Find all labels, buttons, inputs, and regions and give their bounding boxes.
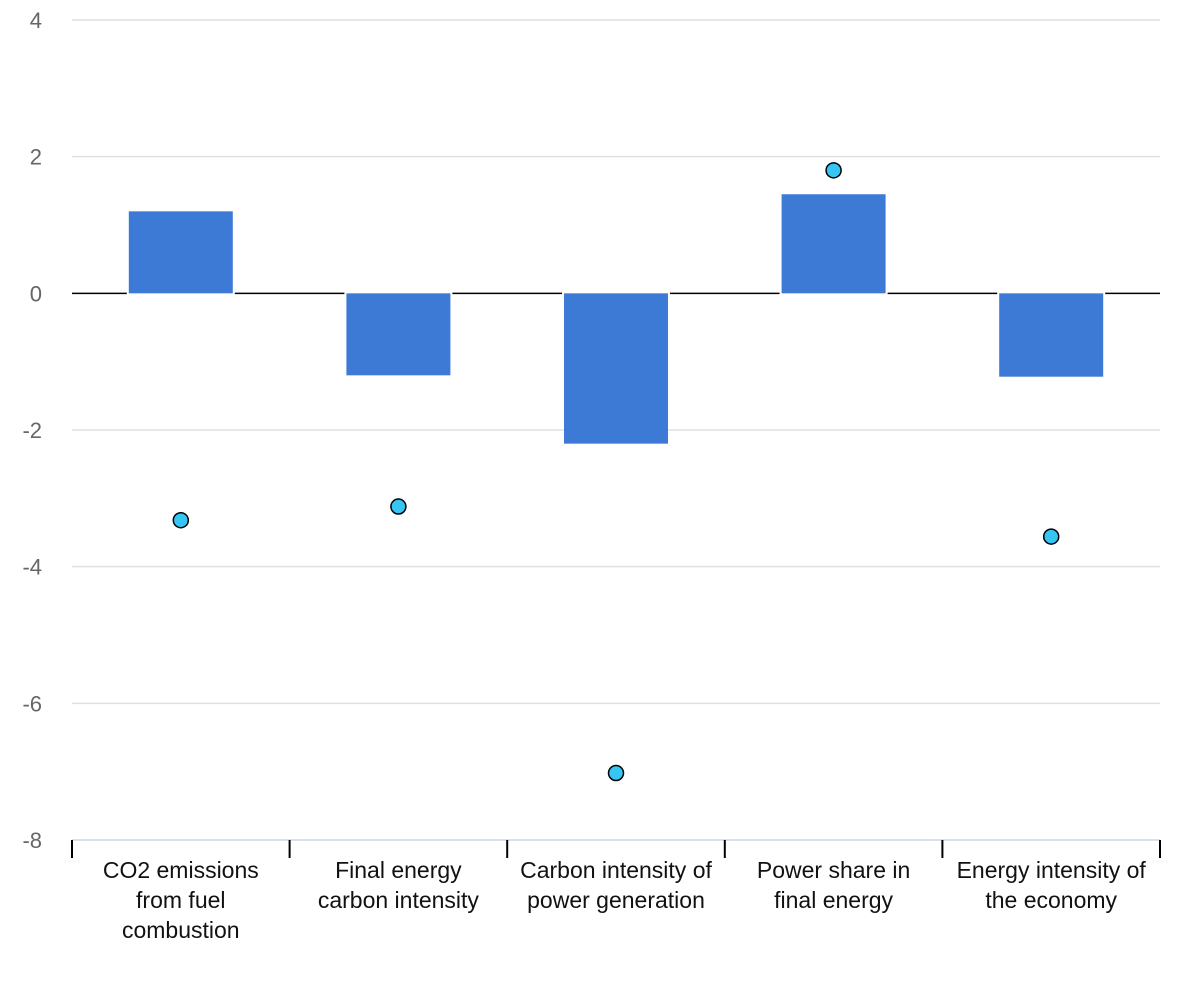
bar-1 bbox=[346, 293, 451, 376]
scatter-series bbox=[172, 162, 1060, 782]
y-tick-label-1: 2 bbox=[30, 145, 42, 170]
bar-series bbox=[128, 194, 1104, 444]
category-label-1: Final energy carbon intensity bbox=[318, 857, 480, 913]
y-tick-label-5: -6 bbox=[22, 691, 42, 716]
x-axis bbox=[71, 839, 1161, 858]
y-axis-tick-labels: 4 2 0 -2 -4 -6 -8 bbox=[22, 8, 42, 853]
bar-2 bbox=[564, 293, 668, 444]
category-label-2: Carbon intensity of power generation bbox=[520, 857, 712, 913]
y-tick-label-6: -8 bbox=[22, 828, 42, 853]
point-3 bbox=[825, 162, 842, 179]
bar-0 bbox=[128, 211, 233, 294]
category-label-4: Energy intensity of the economy bbox=[957, 857, 1147, 913]
bar-4 bbox=[999, 293, 1104, 377]
x-axis-category-labels: CO2 emissions from fuel combustion Final en… bbox=[103, 857, 1147, 943]
y-tick-label-0: 4 bbox=[30, 8, 42, 33]
point-2 bbox=[607, 764, 625, 782]
y-tick-label-3: -2 bbox=[22, 418, 42, 443]
y-tick-label-2: 0 bbox=[30, 281, 42, 306]
bar-3 bbox=[781, 194, 886, 294]
category-label-3: Power share in final energy bbox=[757, 857, 910, 913]
category-label-0: CO2 emissions from fuel combustion bbox=[103, 857, 259, 943]
point-1 bbox=[390, 498, 407, 515]
point-0 bbox=[172, 511, 190, 529]
point-4 bbox=[1042, 528, 1060, 545]
y-tick-label-4: -4 bbox=[22, 555, 42, 580]
